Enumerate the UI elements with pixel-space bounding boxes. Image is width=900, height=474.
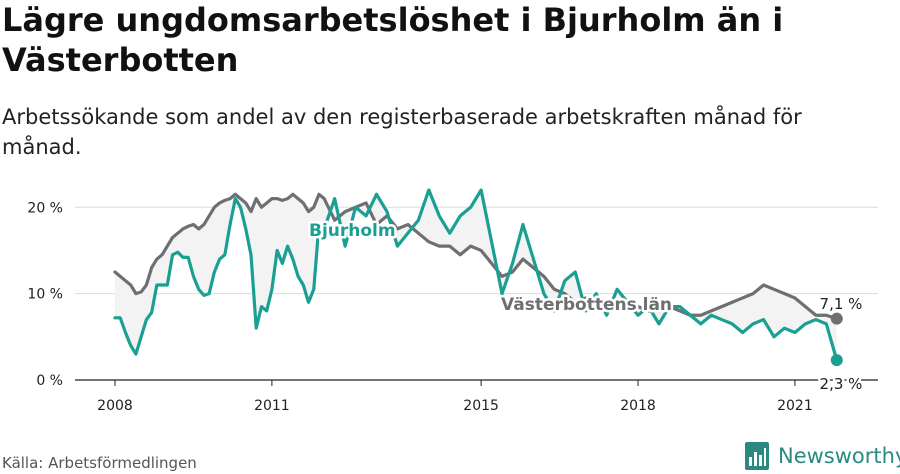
series-label-bjurholm: Bjurholm (309, 221, 396, 241)
x-tick-label: 2021 (777, 398, 813, 414)
difference-fill (115, 190, 837, 361)
series-line-lan (113, 192, 839, 321)
end-marker-lan (830, 312, 843, 325)
x-axis-ticks: 2008 2011 2015 2018 2021 (97, 380, 813, 414)
y-axis-ticks: 0 % 10 % 20 % (27, 200, 63, 389)
source-note: Källa: Arbetsförmedlingen (2, 454, 197, 472)
end-marker-bjurholm (830, 354, 843, 367)
x-tick-label: 2011 (254, 398, 290, 414)
series-label-lan: Västerbottens län (501, 295, 672, 315)
end-label-lan: 7,1 % (820, 295, 863, 313)
y-tick-label: 10 % (27, 287, 63, 303)
series-line-bjurholm (113, 188, 839, 362)
x-tick-label: 2008 (97, 398, 133, 414)
chart-subtitle: Arbetssökande som andel av den registerb… (2, 105, 802, 159)
y-tick-label: 20 % (27, 200, 63, 216)
series-lines (113, 188, 839, 362)
end-markers (830, 312, 843, 367)
y-tick-label: 0 % (36, 373, 63, 389)
chart-title: Lägre ungdomsarbetslöshet i Bjurholm än … (2, 1, 784, 79)
newsworthy-logo-icon (745, 442, 769, 470)
x-tick-label: 2018 (620, 398, 656, 414)
brand-name: Newsworthy (778, 444, 900, 468)
difference-area (115, 190, 837, 361)
end-label-bjurholm: 2,3 % (820, 375, 863, 393)
series-labels: Bjurholm Västerbottens län 7,1 % 2,3 % (307, 219, 865, 396)
x-tick-label: 2015 (463, 398, 499, 414)
brand-logo: Newsworthy (744, 441, 900, 471)
